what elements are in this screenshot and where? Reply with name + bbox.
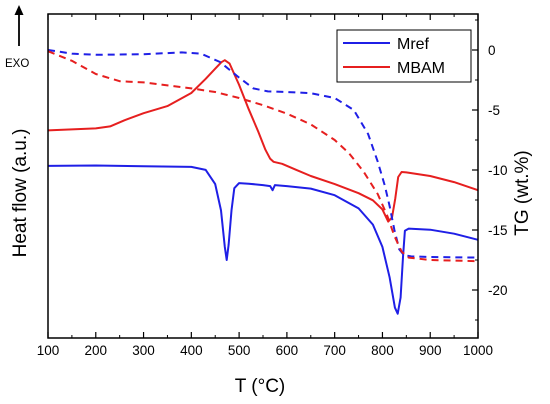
- x-tick-label: 800: [371, 343, 394, 358]
- right-tick-label: -20: [488, 283, 508, 298]
- exo-label: EXO: [5, 58, 29, 70]
- x-tick-label: 700: [323, 343, 346, 358]
- left-axis-title: Heat flow (a.u.): [10, 129, 31, 258]
- right-tick-label: 0: [488, 43, 496, 58]
- x-tick-label: 900: [419, 343, 442, 358]
- series-line-mref-heatflow: [47, 164, 479, 315]
- right-axis-title: TG (wt.%): [512, 150, 533, 236]
- x-tick-label: 600: [276, 343, 299, 358]
- x-tick-label: 100: [37, 343, 60, 358]
- exo-arrow-head: [14, 5, 24, 15]
- x-axis-title: T (°C): [235, 376, 286, 397]
- series-line-mbam-tg: [47, 50, 479, 263]
- x-tick-label: 500: [228, 343, 251, 358]
- x-tick-label: 400: [180, 343, 203, 358]
- right-tick-label: -5: [488, 103, 500, 118]
- x-tick-label: 1000: [463, 343, 493, 358]
- exo-indicator: EXO: [5, 5, 29, 70]
- axes: 100 200 300 400 500 600 700 800 900 1000 0 -5 -10 -15…: [37, 13, 508, 358]
- legend: Mref MBAM: [336, 29, 472, 83]
- series-layer: [47, 49, 479, 315]
- right-tick-label: -15: [488, 223, 508, 238]
- x-tick-label: 200: [85, 343, 108, 358]
- legend-box: [336, 29, 472, 83]
- legend-label-mbam: MBAM: [397, 60, 445, 77]
- right-tick-label: -10: [488, 163, 508, 178]
- x-tick-label: 300: [132, 343, 155, 358]
- legend-label-mref: Mref: [397, 36, 430, 53]
- series-line-mbam-heatflow: [47, 59, 479, 223]
